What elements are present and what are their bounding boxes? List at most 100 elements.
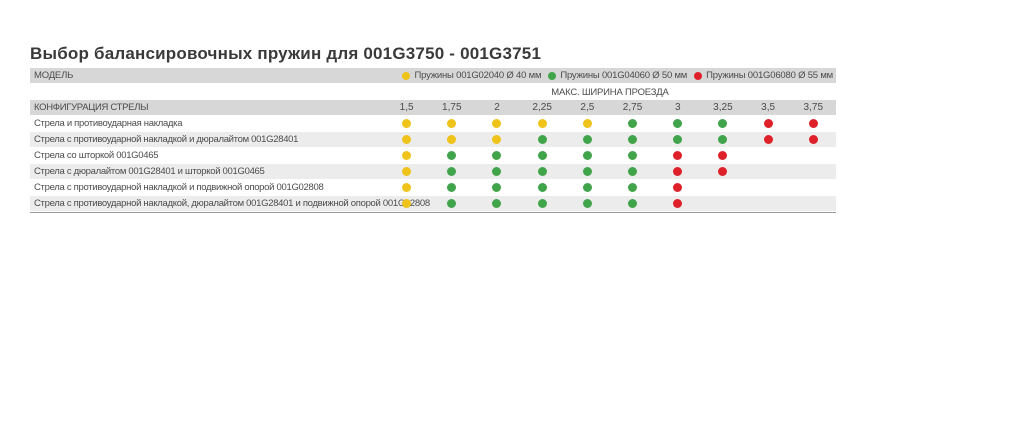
spring-cell bbox=[655, 167, 700, 176]
spring-cell bbox=[746, 135, 791, 144]
spring-cell bbox=[384, 167, 429, 176]
yellow-spring-dot-icon bbox=[537, 119, 547, 128]
spring-cell bbox=[429, 199, 474, 208]
table-body: Стрела и противоударная накладка Стрела с… bbox=[30, 116, 836, 211]
legend: Пружины 001G02040 Ø 40 мм Пружины 001G040… bbox=[395, 70, 833, 81]
legend-label: Пружины 001G06080 Ø 55 мм bbox=[706, 70, 833, 81]
table-row: Стрела с противоударной накладкой, дюрал… bbox=[30, 196, 836, 211]
column-header: 3 bbox=[674, 102, 681, 113]
table-row: Стрела с противоударной накладкой и дюра… bbox=[30, 132, 836, 147]
green-spring-dot-icon bbox=[628, 183, 638, 192]
spring-cell bbox=[565, 151, 610, 160]
spring-cell bbox=[429, 167, 474, 176]
green-spring-dot-icon bbox=[718, 119, 728, 128]
green-spring-dot-icon bbox=[492, 167, 502, 176]
yellow-spring-dot-icon bbox=[402, 167, 412, 176]
yellow-spring-dot-icon bbox=[447, 135, 457, 144]
spring-cell bbox=[610, 167, 655, 176]
column-header: 3,25 bbox=[713, 102, 733, 113]
spring-cell bbox=[610, 199, 655, 208]
green-spring-dot-icon bbox=[582, 135, 592, 144]
table-row: Стрела с противоударной накладкой и подв… bbox=[30, 180, 836, 195]
spring-cell bbox=[474, 183, 519, 192]
spring-cell bbox=[520, 167, 565, 176]
spring-cell bbox=[610, 119, 655, 128]
spring-cell bbox=[384, 135, 429, 144]
red-spring-dot-icon bbox=[808, 119, 818, 128]
max-width-header: МАКС. ШИРИНА ПРОЕЗДА bbox=[551, 86, 669, 98]
spring-cell bbox=[429, 183, 474, 192]
red-spring-dot-icon bbox=[673, 167, 683, 176]
red-spring-dot-icon bbox=[694, 71, 703, 80]
spring-cell bbox=[565, 199, 610, 208]
row-label: Стрела с дюралайтом 001G28401 и шторкой … bbox=[34, 166, 265, 177]
green-spring-dot-icon bbox=[582, 199, 592, 208]
yellow-spring-dot-icon bbox=[582, 119, 592, 128]
green-spring-dot-icon bbox=[492, 199, 502, 208]
spring-cell bbox=[610, 135, 655, 144]
spring-cell bbox=[610, 183, 655, 192]
yellow-spring-dot-icon bbox=[402, 199, 412, 208]
column-header: 2,5 bbox=[580, 102, 595, 113]
row-label: Стрела с противоударной накладкой, дюрал… bbox=[34, 198, 430, 209]
spring-cell bbox=[565, 167, 610, 176]
red-spring-dot-icon bbox=[673, 151, 683, 160]
yellow-spring-dot-icon bbox=[492, 119, 502, 128]
green-spring-dot-icon bbox=[492, 151, 502, 160]
legend-label: Пружины 001G02040 Ø 40 мм bbox=[414, 70, 542, 81]
spring-cell bbox=[610, 151, 655, 160]
green-spring-dot-icon bbox=[628, 119, 638, 128]
spring-cell bbox=[655, 183, 700, 192]
spring-cell bbox=[700, 119, 745, 128]
green-spring-dot-icon bbox=[582, 167, 592, 176]
green-spring-dot-icon bbox=[582, 151, 592, 160]
green-spring-dot-icon bbox=[628, 199, 638, 208]
model-header: МОДЕЛЬ bbox=[34, 70, 74, 81]
red-spring-dot-icon bbox=[808, 135, 818, 144]
spring-cell bbox=[384, 183, 429, 192]
spring-cell bbox=[520, 199, 565, 208]
max-width-row: МАКС. ШИРИНА ПРОЕЗДА bbox=[30, 85, 836, 99]
green-spring-dot-icon bbox=[537, 151, 547, 160]
column-header: 2 bbox=[494, 102, 500, 113]
spring-cell bbox=[655, 199, 700, 208]
yellow-spring-dot-icon bbox=[402, 151, 412, 160]
yellow-spring-dot-icon bbox=[402, 119, 412, 128]
row-label: Стрела со шторкой 001G0465 bbox=[34, 150, 159, 161]
spring-cell bbox=[655, 119, 700, 128]
catalog-page: Выбор балансировочных пружин для 001G375… bbox=[30, 44, 836, 213]
yellow-spring-dot-icon bbox=[402, 135, 412, 144]
green-spring-dot-icon bbox=[537, 183, 547, 192]
green-spring-dot-icon bbox=[447, 151, 457, 160]
red-spring-dot-icon bbox=[718, 167, 728, 176]
green-spring-dot-icon bbox=[628, 151, 638, 160]
spring-cell bbox=[520, 135, 565, 144]
row-label: Стрела и противоударная накладка bbox=[34, 118, 183, 129]
column-header-row: КОНФИГУРАЦИЯ СТРЕЛЫ 1,5 1,75 2 2,25 2,5 2,75 3… bbox=[30, 100, 836, 115]
spring-cell bbox=[565, 183, 610, 192]
green-spring-dot-icon bbox=[537, 135, 547, 144]
red-spring-dot-icon bbox=[673, 183, 683, 192]
spring-cell bbox=[700, 151, 745, 160]
spring-cell bbox=[791, 135, 836, 144]
green-spring-dot-icon bbox=[447, 167, 457, 176]
green-spring-dot-icon bbox=[548, 71, 557, 80]
spring-cell bbox=[520, 119, 565, 128]
spring-cell bbox=[474, 167, 519, 176]
yellow-spring-dot-icon bbox=[492, 135, 502, 144]
column-header: 3,5 bbox=[761, 102, 776, 113]
row-label: Стрела с противоударной накладкой и дюра… bbox=[34, 134, 299, 145]
spring-cell bbox=[700, 135, 745, 144]
yellow-spring-dot-icon bbox=[402, 71, 411, 80]
spring-cell bbox=[474, 135, 519, 144]
legend-label: Пружины 001G04060 Ø 50 мм bbox=[560, 70, 688, 81]
legend-item: Пружины 001G04060 Ø 50 мм bbox=[548, 70, 687, 81]
red-spring-dot-icon bbox=[763, 119, 773, 128]
green-spring-dot-icon bbox=[673, 119, 683, 128]
green-spring-dot-icon bbox=[628, 135, 638, 144]
spring-cell bbox=[429, 135, 474, 144]
spring-cell bbox=[429, 119, 474, 128]
spring-selection-table: МОДЕЛЬ Пружины 001G02040 Ø 40 мм Пружины … bbox=[30, 68, 836, 213]
legend-item: Пружины 001G02040 Ø 40 мм bbox=[402, 70, 542, 81]
green-spring-dot-icon bbox=[537, 167, 547, 176]
